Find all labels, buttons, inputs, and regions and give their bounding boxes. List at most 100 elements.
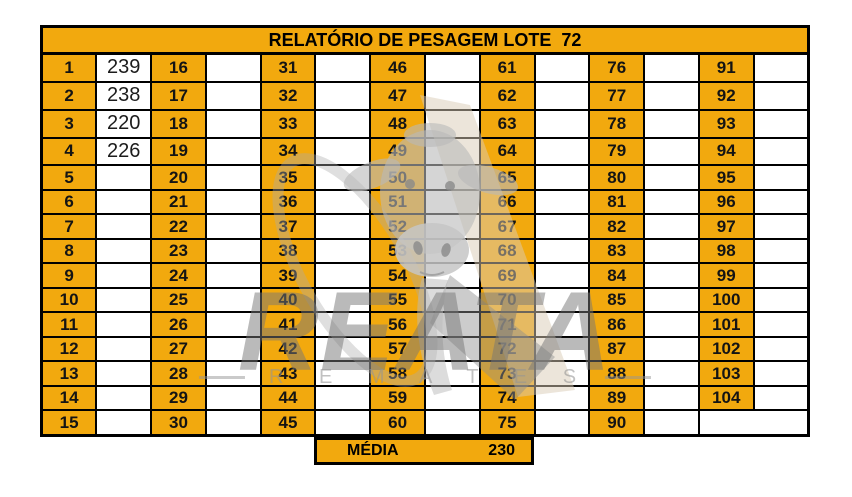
cell-value — [643, 311, 700, 338]
cell-value — [95, 164, 153, 191]
table-row: 4 226 19 34 49 64 79 94 — [40, 136, 810, 167]
cell-value — [533, 80, 591, 111]
cell-number: 85 — [588, 286, 646, 314]
cell-value — [533, 164, 591, 191]
cell-number: 61 — [478, 52, 536, 83]
cell-number: 40 — [259, 286, 317, 314]
cell-value — [314, 52, 372, 83]
cell-number: 30 — [150, 409, 207, 437]
cell-value — [752, 136, 810, 167]
cell-number: 73 — [478, 360, 536, 387]
cell-value — [95, 311, 153, 338]
cell-value — [643, 188, 700, 216]
cell-number: 26 — [150, 311, 207, 338]
cell-value — [204, 262, 262, 289]
cell-value — [643, 108, 700, 139]
cell-value — [533, 360, 591, 387]
cell-number: 81 — [588, 188, 646, 216]
cell-value — [752, 335, 810, 363]
cell-number: 65 — [478, 164, 536, 191]
cell-value — [643, 286, 700, 314]
cell-number: 15 — [40, 409, 98, 437]
cell-number: 47 — [369, 80, 426, 111]
cell-value — [533, 262, 591, 289]
cell-number: 89 — [588, 384, 646, 412]
cell-number: 5 — [40, 164, 98, 191]
cell-number: 74 — [478, 384, 536, 412]
cell-number: 102 — [697, 335, 755, 363]
cell-value — [95, 237, 153, 265]
cell-value — [423, 286, 481, 314]
cell-number: 75 — [478, 409, 536, 437]
cell-value — [95, 384, 153, 412]
cell-number: 10 — [40, 286, 98, 314]
table-row: 9 24 39 54 69 84 99 — [40, 262, 810, 289]
cell-number: 29 — [150, 384, 207, 412]
cell-number: 70 — [478, 286, 536, 314]
cell-value — [533, 335, 591, 363]
table-row: 1 239 16 31 46 61 76 91 — [40, 52, 810, 83]
cell-value — [204, 360, 262, 387]
cell-number: 52 — [369, 213, 426, 240]
cell-value — [95, 409, 153, 437]
cell-value — [314, 108, 372, 139]
cell-number: 79 — [588, 136, 646, 167]
cell-number: 39 — [259, 262, 317, 289]
cell-number: 3 — [40, 108, 98, 139]
cell-value — [752, 262, 810, 289]
cell-number: 46 — [369, 52, 426, 83]
cell-number: 36 — [259, 188, 317, 216]
cell-number: 93 — [697, 108, 755, 139]
cell-number: 37 — [259, 213, 317, 240]
cell-number: 90 — [588, 409, 646, 437]
cell-number: 101 — [697, 311, 755, 338]
cell-number: 34 — [259, 136, 317, 167]
cell-value: 239 — [95, 52, 153, 83]
cell-number: 80 — [588, 164, 646, 191]
cell-value — [204, 164, 262, 191]
cell-number: 95 — [697, 164, 755, 191]
cell-value — [752, 384, 810, 412]
cell-value — [643, 136, 700, 167]
report-title: RELATÓRIO DE PESAGEM LOTE 72 — [40, 25, 810, 55]
cell-value — [533, 311, 591, 338]
cell-number: 6 — [40, 188, 98, 216]
cell-value — [314, 409, 372, 437]
cell-value — [423, 262, 481, 289]
cell-number: 1 — [40, 52, 98, 83]
cell-value — [314, 384, 372, 412]
cell-value: 226 — [95, 136, 153, 167]
cell-value — [314, 213, 372, 240]
cell-value — [643, 409, 700, 437]
cell-value — [423, 311, 481, 338]
cell-number: 16 — [150, 52, 207, 83]
cell-value — [204, 108, 262, 139]
cell-value — [314, 164, 372, 191]
cell-number: 45 — [259, 409, 317, 437]
cell-number: 12 — [40, 335, 98, 363]
cell-number: 24 — [150, 262, 207, 289]
cell-number: 57 — [369, 335, 426, 363]
cell-number: 28 — [150, 360, 207, 387]
table-row: 13 28 43 58 73 88 103 — [40, 360, 810, 387]
cell-number: 72 — [478, 335, 536, 363]
cell-number: 11 — [40, 311, 98, 338]
cell-value — [204, 213, 262, 240]
cell-value — [204, 311, 262, 338]
weigh-table-body: 1 239 16 31 46 61 76 91 2 238 17 32 47 62 77 92 3 220 18 33… — [40, 52, 810, 437]
cell-value — [314, 80, 372, 111]
weigh-table-header: RELATÓRIO DE PESAGEM LOTE 72 — [40, 25, 810, 55]
cell-number: 59 — [369, 384, 426, 412]
cell-number: 96 — [697, 188, 755, 216]
media-box: MÉDIA 230 — [314, 437, 534, 465]
cell-value — [314, 136, 372, 167]
cell-number: 60 — [369, 409, 426, 437]
table-row: 8 23 38 53 68 83 98 — [40, 237, 810, 265]
cell-number: 69 — [478, 262, 536, 289]
cell-number: 63 — [478, 108, 536, 139]
cell-number: 50 — [369, 164, 426, 191]
cell-number: 38 — [259, 237, 317, 265]
table-row: 6 21 36 51 66 81 96 — [40, 188, 810, 216]
cell-value — [423, 136, 481, 167]
